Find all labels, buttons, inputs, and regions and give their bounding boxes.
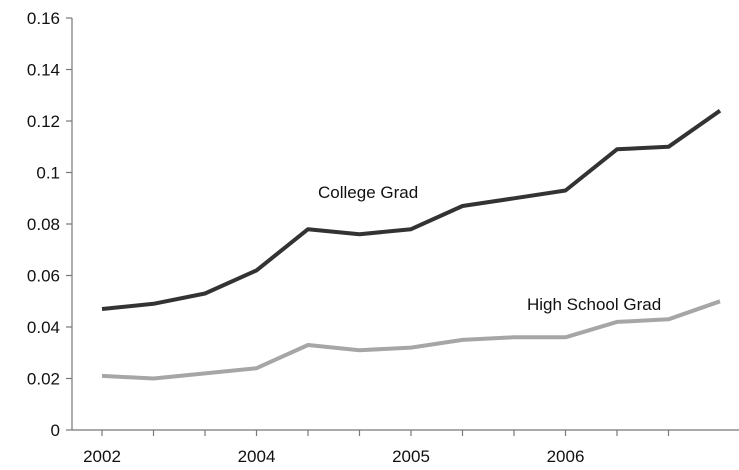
y-tick-label: 0 [51, 421, 60, 440]
y-tick-label: 0.02 [27, 370, 60, 389]
series-label-college-grad: College Grad [318, 183, 418, 202]
x-axis: 2002 2004 2005 2006 [72, 429, 739, 466]
x-tick-label: 2006 [547, 447, 585, 466]
y-tick-label: 0.16 [27, 9, 60, 28]
x-tick-label: 2004 [238, 447, 276, 466]
series-label-high-school-grad: High School Grad [527, 295, 661, 314]
y-tick-label: 0.12 [27, 112, 60, 131]
y-tick-label: 0.06 [27, 267, 60, 286]
series-layer [101, 109, 722, 381]
y-tick-label: 0.1 [36, 164, 60, 183]
y-tick-label: 0.14 [27, 61, 60, 80]
y-axis: 0 0.02 0.04 0.06 0.08 0.1 0.12 0.14 0.16 [27, 9, 73, 440]
series-line-college-grad [101, 109, 722, 311]
x-tick-label: 2002 [83, 447, 121, 466]
x-tick-label: 2005 [392, 447, 430, 466]
y-tick-label: 0.04 [27, 318, 60, 337]
y-tick-label: 0.08 [27, 215, 60, 234]
